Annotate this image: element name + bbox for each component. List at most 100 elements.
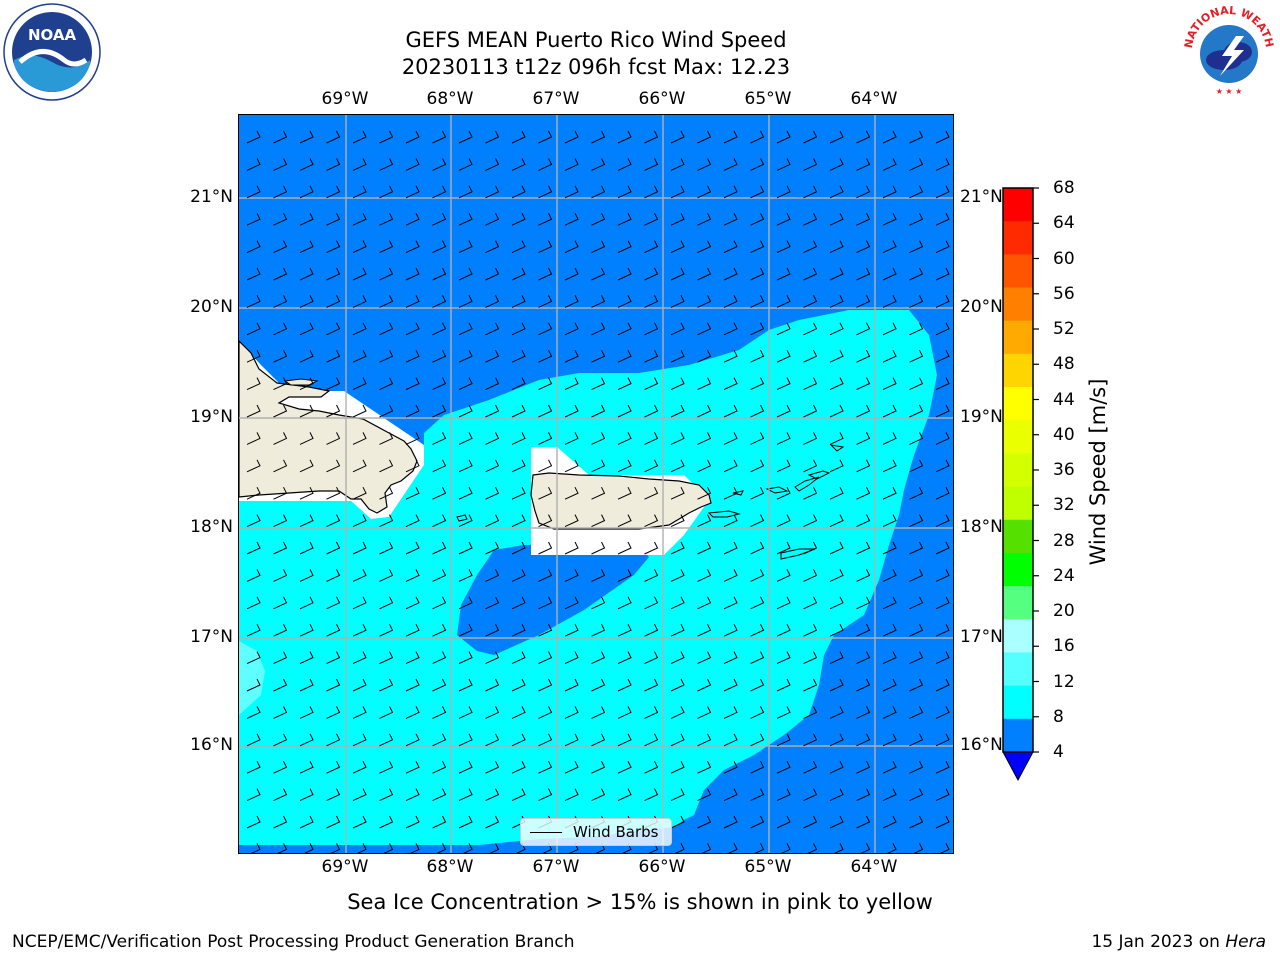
wind-barb [564, 514, 579, 528]
wind-barb [807, 843, 818, 853]
colorbar-tick-label: 28 [1053, 530, 1075, 551]
wind-barb [776, 295, 791, 308]
wind-barb [829, 541, 844, 555]
wind-barb [750, 678, 765, 692]
colorbar-band [1003, 453, 1033, 488]
wind-barb [935, 349, 950, 363]
wind-barb [750, 212, 765, 226]
wind-barb [405, 240, 420, 254]
wind-barb [909, 815, 924, 829]
wind-barb [617, 267, 632, 281]
wind-barb [432, 212, 447, 226]
wind-barb [591, 788, 606, 802]
wind-barb [670, 569, 685, 582]
wind-barb [697, 158, 712, 171]
wind-barb [644, 158, 659, 171]
wind-barb [299, 514, 314, 528]
wind-barb [458, 569, 473, 582]
wind-barb [644, 788, 659, 802]
wind-barb [511, 706, 526, 719]
wind-barb [432, 459, 447, 473]
colorbar-band [1003, 586, 1033, 620]
lat-label-right: 18°N [960, 517, 1003, 537]
wind-barb [273, 514, 288, 528]
wind-barb [273, 760, 288, 774]
wind-barb [644, 349, 659, 363]
wind-barb [383, 843, 394, 853]
vieques-island [707, 510, 741, 518]
wind-barb [405, 130, 420, 144]
wind-barb [697, 541, 712, 555]
wind-barb [485, 322, 500, 336]
wind-barb [697, 295, 712, 308]
wind-barb [723, 623, 738, 637]
wind-barb [432, 404, 447, 418]
wind-barb [458, 623, 473, 637]
wind-barb [352, 322, 367, 336]
wind-barb [829, 322, 844, 336]
wind-barb [538, 541, 553, 555]
colorbar-band [1003, 221, 1033, 255]
wind-barb [485, 514, 500, 528]
wind-barb [697, 349, 712, 363]
wind-barb [511, 459, 526, 473]
wind-barb [379, 678, 394, 692]
wind-barb [273, 240, 288, 254]
wind-barb [829, 788, 844, 802]
wind-barb [935, 459, 950, 473]
wind-barb [273, 815, 288, 829]
wind-barb [564, 623, 579, 637]
wind-barb [564, 349, 579, 363]
wind-barb [379, 651, 394, 665]
wind-barb [511, 240, 526, 254]
wind-barb [405, 459, 420, 473]
wind-barb [432, 514, 447, 528]
wind-barb [829, 569, 844, 582]
wind-barb [856, 459, 871, 473]
wind-barb [856, 432, 871, 445]
wind-barb [776, 486, 791, 500]
wind-barb [697, 322, 712, 336]
map-panel[interactable] [238, 114, 954, 854]
colorbar-tick-label: 24 [1053, 565, 1075, 586]
wind-barb [564, 130, 579, 144]
wind-barb [803, 212, 818, 226]
wind-barb [273, 596, 288, 610]
wind-barb [697, 815, 712, 829]
wind-barb [670, 295, 685, 308]
wind-barb [379, 158, 394, 171]
wind-barb [935, 623, 950, 637]
wind-barb [564, 541, 579, 555]
wind-barb [564, 432, 579, 445]
wind-barb [352, 404, 367, 418]
wind-barb [273, 788, 288, 802]
wind-barb [458, 212, 473, 226]
wind-barb [670, 267, 685, 281]
wind-barb [882, 651, 897, 665]
wind-barb [856, 295, 871, 308]
wind-barb [909, 541, 924, 555]
wind-barb [909, 596, 924, 610]
wind-barb [617, 459, 632, 473]
wind-barb [856, 240, 871, 254]
wind-barb [564, 651, 579, 665]
wind-barb [458, 733, 473, 747]
wind-barb [511, 760, 526, 774]
wind-barb [617, 651, 632, 665]
wind-barb [644, 240, 659, 254]
wind-barb [803, 596, 818, 610]
wind-barb [352, 596, 367, 610]
wind-barb [246, 377, 261, 391]
wind-barb [723, 459, 738, 473]
wind-barb [485, 815, 500, 829]
wind-barb [856, 569, 871, 582]
wind-barb [670, 212, 685, 226]
wind-barb [379, 322, 394, 336]
wind-barb [644, 377, 659, 391]
wind-barb [564, 404, 579, 418]
wind-barb [564, 267, 579, 281]
wind-barb [882, 158, 897, 171]
wind-barb [697, 486, 712, 500]
wind-barb [432, 788, 447, 802]
wind-barb [882, 486, 897, 500]
